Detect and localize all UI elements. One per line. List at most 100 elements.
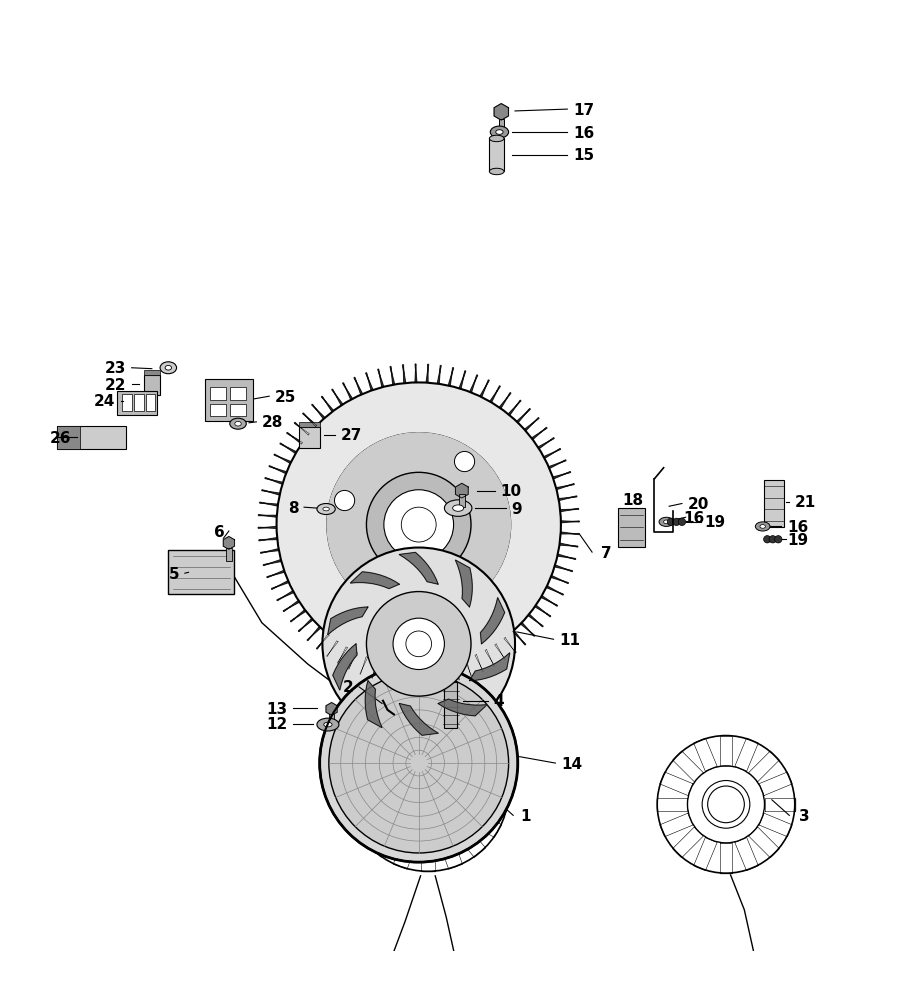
Polygon shape: [550, 576, 568, 584]
Circle shape: [383, 490, 453, 560]
Polygon shape: [546, 587, 562, 596]
Polygon shape: [459, 372, 465, 389]
Polygon shape: [494, 644, 505, 661]
Polygon shape: [480, 381, 489, 397]
Polygon shape: [354, 378, 362, 395]
Polygon shape: [321, 397, 334, 412]
Polygon shape: [672, 827, 702, 858]
Polygon shape: [436, 713, 462, 752]
Bar: [122, 395, 131, 411]
Polygon shape: [450, 819, 485, 857]
Polygon shape: [258, 527, 277, 528]
Ellipse shape: [230, 419, 246, 430]
Polygon shape: [470, 791, 508, 812]
Text: 14: 14: [561, 756, 582, 771]
Polygon shape: [437, 366, 440, 385]
Polygon shape: [484, 650, 494, 667]
Bar: [226, 549, 232, 562]
Circle shape: [666, 519, 674, 526]
Text: 10: 10: [500, 484, 521, 499]
Polygon shape: [512, 631, 525, 645]
Ellipse shape: [495, 130, 503, 135]
Polygon shape: [354, 744, 393, 775]
Polygon shape: [528, 614, 542, 627]
Bar: [117, 391, 157, 415]
Polygon shape: [414, 365, 416, 383]
Polygon shape: [298, 619, 312, 632]
Polygon shape: [693, 739, 717, 771]
Polygon shape: [437, 699, 486, 716]
Bar: [498, 120, 504, 137]
Polygon shape: [396, 666, 400, 684]
Ellipse shape: [759, 526, 765, 528]
Circle shape: [763, 536, 770, 543]
Ellipse shape: [234, 422, 241, 427]
Polygon shape: [383, 664, 389, 681]
Circle shape: [322, 548, 515, 740]
Ellipse shape: [316, 719, 338, 732]
Polygon shape: [656, 798, 686, 810]
Polygon shape: [268, 466, 287, 474]
Polygon shape: [359, 657, 368, 674]
Polygon shape: [390, 367, 394, 386]
Bar: [489, 139, 504, 173]
Text: 3: 3: [798, 809, 809, 823]
Polygon shape: [559, 543, 577, 547]
Circle shape: [392, 618, 444, 669]
Polygon shape: [693, 838, 717, 871]
Polygon shape: [294, 423, 309, 436]
Text: 18: 18: [621, 493, 642, 508]
Polygon shape: [425, 365, 428, 384]
Bar: [328, 714, 334, 728]
Polygon shape: [538, 438, 553, 450]
Polygon shape: [758, 772, 791, 796]
Circle shape: [277, 383, 561, 668]
Text: 9: 9: [511, 501, 522, 516]
Polygon shape: [274, 455, 290, 463]
Polygon shape: [659, 813, 692, 837]
Polygon shape: [350, 572, 399, 589]
Circle shape: [326, 434, 510, 616]
Polygon shape: [561, 522, 579, 524]
Polygon shape: [507, 401, 520, 416]
Polygon shape: [420, 668, 422, 685]
Polygon shape: [548, 460, 565, 469]
Polygon shape: [271, 581, 289, 590]
Text: 17: 17: [573, 103, 594, 117]
Polygon shape: [378, 370, 383, 387]
Polygon shape: [393, 829, 419, 869]
Polygon shape: [312, 405, 324, 419]
Polygon shape: [554, 566, 572, 572]
Polygon shape: [531, 428, 547, 440]
Polygon shape: [534, 605, 550, 617]
Polygon shape: [403, 366, 405, 384]
Ellipse shape: [663, 521, 668, 525]
Polygon shape: [302, 414, 316, 427]
Polygon shape: [342, 384, 352, 400]
Ellipse shape: [489, 136, 504, 143]
Bar: [617, 509, 644, 547]
Polygon shape: [494, 105, 508, 121]
Text: 16: 16: [573, 125, 594, 140]
Polygon shape: [504, 638, 516, 653]
Polygon shape: [489, 387, 500, 403]
Polygon shape: [470, 376, 477, 393]
Text: 13: 13: [266, 701, 287, 716]
Polygon shape: [365, 681, 381, 728]
Polygon shape: [734, 838, 757, 871]
Bar: [134, 395, 143, 411]
Ellipse shape: [489, 169, 504, 176]
Text: 25: 25: [275, 389, 296, 404]
Polygon shape: [520, 623, 534, 637]
Circle shape: [328, 673, 508, 853]
Text: 15: 15: [573, 148, 594, 164]
Polygon shape: [287, 433, 302, 445]
Ellipse shape: [452, 506, 463, 512]
Polygon shape: [734, 739, 757, 771]
Text: 24: 24: [94, 393, 115, 409]
Bar: [230, 404, 246, 417]
Text: 1: 1: [520, 809, 530, 823]
Text: 7: 7: [601, 545, 611, 560]
Ellipse shape: [444, 500, 471, 517]
Polygon shape: [558, 497, 576, 501]
